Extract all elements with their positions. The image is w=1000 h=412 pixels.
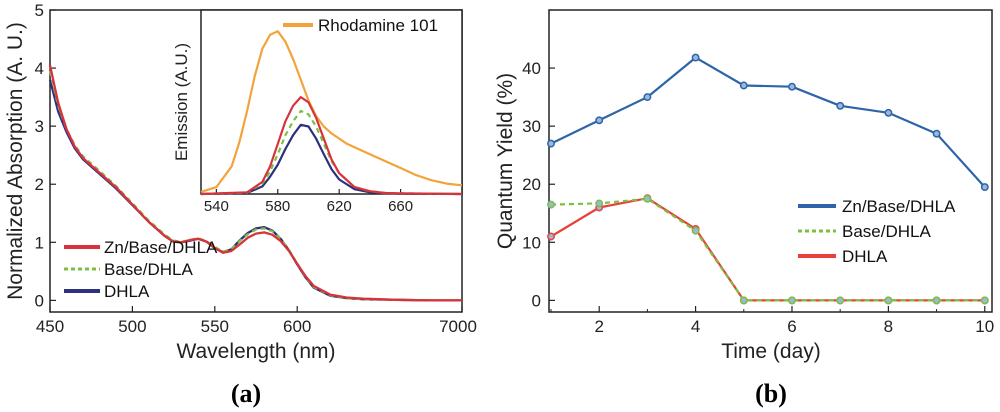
panel-a-ticks: 450 500 550 600 7000 0 1 2 3 4 5: [35, 1, 477, 336]
inset-xtick-label: 660: [388, 198, 413, 215]
panel-b-point: [595, 199, 604, 208]
inset-xtick-label: 580: [265, 198, 290, 215]
panel-b-point: [547, 200, 555, 209]
legend-b-label-base: Base/DHLA: [842, 222, 931, 241]
panel-b-point: [739, 81, 748, 90]
inset-series: [200, 30, 463, 196]
panel-a-series-zn-base-dhla: [48, 64, 462, 302]
panel-b-point: [884, 108, 893, 117]
panel-b-xtick-label: 6: [787, 317, 796, 336]
panel-a-ytick-label: 4: [35, 59, 44, 78]
panel-b-xtick-label: 10: [975, 317, 994, 336]
panel-b-xtick-label: 2: [594, 317, 603, 336]
panel-a-xtick-label: 550: [201, 317, 229, 336]
panel-b-point: [932, 296, 941, 305]
panel-b-ytick-label: 0: [532, 291, 541, 310]
panel-a-xlabel: Wavelength (nm): [176, 340, 335, 363]
panel-a-ytick-label: 3: [35, 117, 44, 136]
legend-b-label-zn: Zn/Base/DHLA: [842, 197, 956, 216]
panel-b-series-base-dhla: [550, 197, 985, 302]
panel-b-ticks: 2 4 6 8 10 0 10 20 30 40: [522, 59, 994, 336]
legend-a-label-zn: Zn/Base/DHLA: [104, 238, 218, 257]
panel-b-point: [884, 296, 893, 305]
panel-b-ytick-label: 30: [522, 117, 541, 136]
panel-a-xtick-label: 450: [36, 317, 64, 336]
panel-b-point: [691, 53, 700, 62]
inset-series-base-dhla: [200, 109, 463, 196]
inset-frame: [200, 9, 463, 195]
panel-a-ytick-label: 2: [35, 175, 44, 194]
panel-b-point: [595, 116, 604, 125]
panel-a-xtick-label: 600: [283, 317, 311, 336]
panel-b-series: [547, 53, 989, 305]
panel-a-xtick-label: 7000: [439, 317, 477, 336]
panel-b-legend: Zn/Base/DHLA Base/DHLA DHLA: [798, 197, 956, 266]
panel-a-ytick-label: 5: [35, 1, 44, 20]
legend-a-label-base: Base/DHLA: [104, 260, 193, 279]
panel-b-point: [788, 296, 796, 305]
legend-a-label-dhla: DHLA: [104, 282, 150, 301]
panel-a: 450 500 550 600 7000 0 1 2 3 4 5 Normalized Absorp…: [4, 1, 477, 363]
inset-ylabel: Emission (A.U.): [172, 43, 191, 161]
panel-b-point: [932, 129, 941, 138]
panel-b-ytick-label: 10: [522, 233, 541, 252]
panel-b-point: [691, 226, 700, 235]
panel-b-point: [643, 194, 652, 203]
inset-series-zn-base-dhla: [200, 95, 463, 196]
panel-b-ytick-label: 20: [522, 175, 541, 194]
panel-b-frame: [548, 9, 993, 313]
panel-a-ytick-label: 0: [35, 291, 44, 310]
inset-legend-label: Rhodamine 101: [318, 16, 438, 35]
legend-b-label-dhla: DHLA: [842, 247, 888, 266]
inset-xtick-label: 540: [204, 198, 229, 215]
panel-a-series: [48, 64, 462, 302]
panel-b-point: [739, 296, 748, 305]
panel-b: 2 4 6 8 10 0 10 20 30 40 Quantum Yield (%) Time (…: [494, 9, 994, 363]
panel-b-ytick-label: 40: [522, 59, 541, 78]
panel-b-point: [836, 296, 845, 305]
panel-a-inset: 540 580 620 660 Emission (A.U.) Rhodamine 1…: [172, 9, 463, 215]
panel-b-xtick-label: 4: [691, 317, 700, 336]
caption-a: (a): [231, 379, 261, 408]
panel-b-point: [980, 183, 989, 192]
panel-b-point: [788, 82, 796, 91]
panel-a-xtick-label: 500: [118, 317, 146, 336]
panel-a-ylabel: Normalized Absorption (A. U.): [4, 22, 27, 300]
panel-b-point: [643, 93, 652, 102]
panel-a-legend: Zn/Base/DHLA Base/DHLA DHLA: [64, 238, 218, 301]
panel-b-series-zn-base-dhla: [550, 56, 986, 188]
panel-b-point: [547, 232, 555, 241]
panel-a-ytick-label: 1: [35, 233, 44, 252]
panel-b-ylabel: Quantum Yield (%): [494, 73, 517, 249]
panel-b-xlabel: Time (day): [721, 340, 821, 363]
panel-b-xtick-label: 8: [884, 317, 893, 336]
panel-b-point: [980, 296, 989, 305]
panel-b-point: [836, 101, 845, 110]
inset-xtick-label: 620: [327, 198, 352, 215]
panel-b-point: [547, 139, 555, 148]
inset-ticks: 540 580 620 660: [204, 189, 413, 215]
caption-b: (b): [755, 379, 787, 408]
